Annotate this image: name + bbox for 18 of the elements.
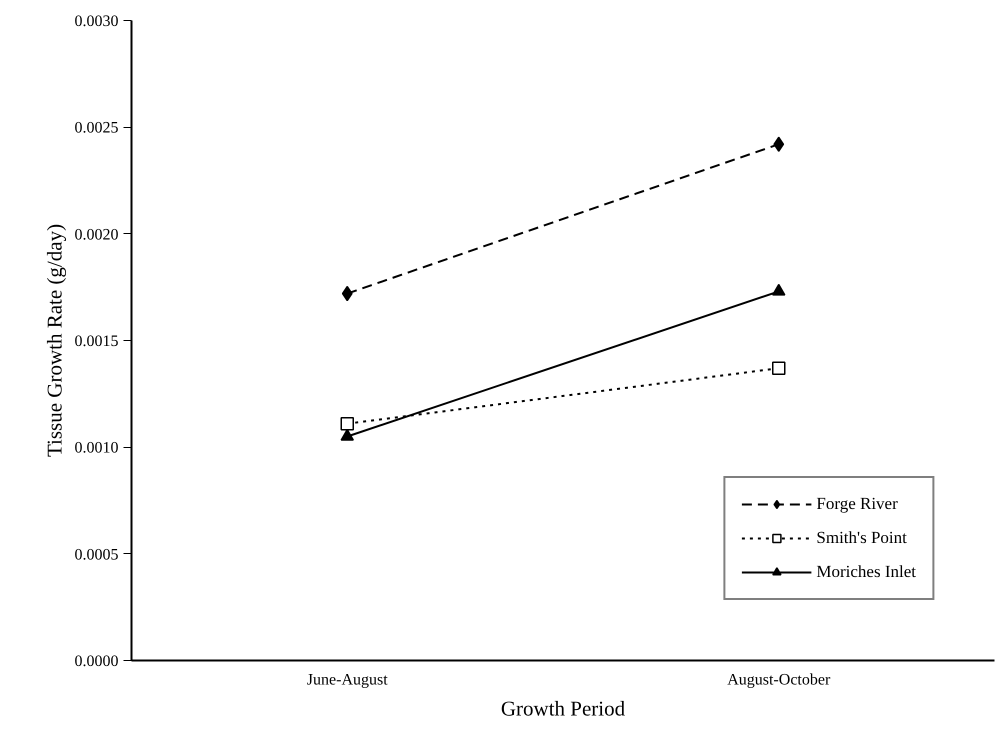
legend-label: Smith's Point [816,528,907,548]
point [342,286,353,302]
x-tick-label: June-August [306,672,388,688]
legend-label: Forge River [816,494,898,514]
y-tick-label: 0.0005 [74,546,118,564]
point [773,136,784,152]
y-tick-label: 0.0030 [74,13,118,30]
y-tick-label: 0.0000 [74,653,118,670]
y-tick-label: 0.0025 [74,120,118,137]
y-tick-label: 0.0015 [74,333,118,350]
point [772,361,786,375]
y-tick-label: 0.0010 [74,440,118,457]
x-tick-label: August-October [727,672,831,688]
x-axis-title: Growth Period [500,696,626,720]
y-axis-title: Tissue Growth Rate (g/day) [42,224,66,458]
y-tick-label: 0.0020 [74,226,118,244]
point [340,416,354,430]
legend-label: Moriches Inlet [816,562,916,582]
